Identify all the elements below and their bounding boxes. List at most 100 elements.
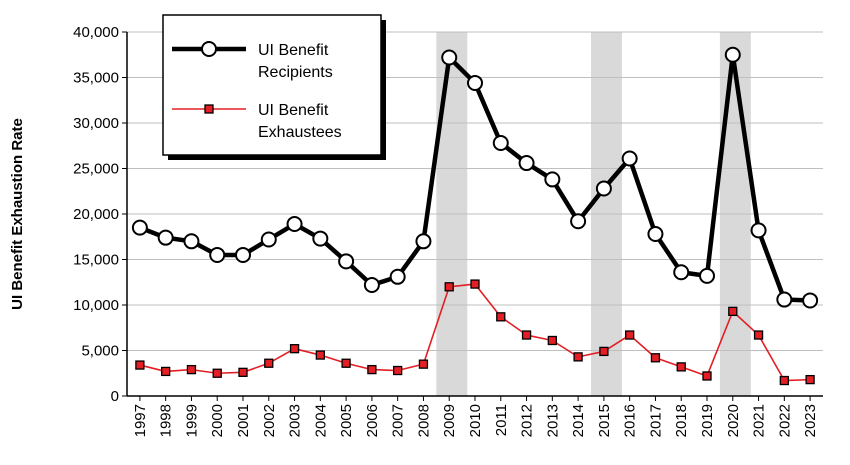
x-tick-label: 2004 [312, 404, 329, 437]
recipients-point-2015 [595, 180, 612, 197]
exhaustees-point-2015 [599, 346, 609, 357]
x-tick-label: 1999 [183, 404, 200, 437]
recipients-point-2004 [312, 230, 329, 247]
exhaustees-point-2022 [779, 375, 789, 386]
recipients-point-1999 [183, 233, 200, 250]
x-tick-label: 2010 [467, 404, 484, 437]
x-tick-label: 2015 [596, 404, 613, 437]
legend-recipients-label: UI Benefit [258, 42, 329, 59]
y-tick-label: 20,000 [73, 206, 119, 223]
recipients-point-2010 [467, 74, 483, 91]
x-tick-label: 2009 [441, 404, 458, 437]
recipients-point-2022 [776, 291, 793, 308]
exhaustees-point-2003 [289, 344, 300, 354]
recipients-point-2017 [647, 226, 664, 243]
x-tick-label: 2019 [699, 404, 716, 437]
recipients-point-1997 [131, 219, 148, 236]
y-tick-label: 35,000 [73, 70, 119, 87]
x-tick-label: 2013 [544, 404, 561, 437]
x-tick-label: 2008 [415, 404, 432, 437]
recipients-point-2013 [544, 171, 561, 188]
y-tick-label: 30,000 [73, 115, 119, 132]
recipients-point-2011 [492, 135, 509, 152]
legend: UI Benefit Recipients UI Benefit Exhaustees [162, 14, 386, 160]
exhaustees-point-2009 [444, 282, 454, 292]
exhaustees-point-2016 [625, 330, 635, 340]
series-line-exhaustees [139, 283, 811, 382]
y-tick-label: 0 [111, 388, 119, 405]
recipients-point-2020 [724, 46, 741, 63]
recipients-point-2005 [338, 253, 355, 270]
x-tick-label: 2022 [776, 404, 793, 437]
x-tick-label: 2011 [493, 404, 510, 436]
exhaustees-point-2000 [212, 368, 222, 378]
x-tick-label: 2023 [802, 404, 819, 437]
recipients-point-2003 [286, 216, 303, 233]
x-tick-label: 2001 [235, 404, 252, 437]
x-tick-label: 2020 [725, 404, 742, 437]
legend-recipients-label: Recipients [258, 64, 333, 81]
exhaustees-point-2021 [753, 330, 764, 340]
recipients-point-2016 [621, 150, 638, 167]
recipients-point-2001 [235, 246, 251, 263]
recipients-point-2014 [570, 213, 587, 230]
exhaustees-point-2007 [393, 365, 403, 376]
exhaustees-point-2010 [470, 279, 480, 289]
recipients-point-2007 [389, 268, 406, 285]
recipients-point-2000 [209, 246, 226, 263]
x-tick-label: 2021 [751, 404, 768, 437]
exhaustees-point-2018 [676, 362, 686, 372]
y-tick-label: 10,000 [73, 297, 119, 314]
axes: 0 5,000 10,000 15,000 20,000 25,000 30,000 35,0… [73, 24, 823, 437]
recipients-point-2012 [518, 155, 535, 172]
exhaustees-point-2020 [728, 306, 738, 317]
exhaustees-point-2013 [547, 335, 557, 346]
exhaustees-point-2012 [521, 330, 532, 340]
y-tick-label: 40,000 [73, 24, 119, 41]
legend-box [162, 14, 382, 156]
recipients-point-2021 [750, 222, 767, 239]
legend-exhaustees-marker [204, 104, 214, 114]
y-axis-label: UI Benefit Exhaustion Rate [9, 118, 26, 310]
exhaustees-point-2011 [496, 312, 506, 322]
exhaustees-point-1999 [186, 364, 197, 375]
exhaustees-point-1997 [135, 360, 145, 370]
recipients-point-2018 [673, 264, 690, 281]
x-tick-label: 2012 [519, 404, 536, 437]
recipients-point-2006 [363, 276, 380, 293]
x-tick-label: 2017 [647, 404, 664, 437]
exhaustees-point-2014 [573, 352, 583, 362]
exhaustees-point-2008 [418, 359, 429, 369]
exhaustees-point-2005 [341, 358, 351, 368]
x-tick-label: 2000 [209, 404, 226, 437]
exhaustees-point-2001 [238, 367, 248, 377]
exhaustees-point-2023 [805, 374, 815, 385]
legend-exhaustees-label: UI Benefit [258, 102, 329, 119]
exhaustees-point-2002 [264, 358, 274, 368]
x-tick-label: 2005 [338, 404, 355, 437]
x-tick-label: 1997 [132, 404, 149, 437]
recipients-point-2002 [260, 231, 277, 248]
x-tick-label: 1998 [158, 404, 175, 437]
x-tick-label: 2003 [287, 404, 304, 437]
legend-recipients-marker [201, 41, 217, 57]
y-tick-label: 25,000 [73, 161, 119, 178]
x-tick-label: 2014 [570, 404, 587, 437]
recipients-point-2019 [699, 267, 715, 284]
exhaustees-point-2004 [315, 350, 325, 360]
y-tick-label: 15,000 [73, 252, 119, 269]
exhaustees-point-2017 [650, 353, 661, 363]
x-tick-label: 2018 [673, 404, 690, 437]
recipients-point-2008 [415, 233, 432, 250]
x-tick-label: 2016 [622, 404, 639, 437]
x-tick-label: 2002 [261, 404, 278, 437]
x-tick-label: 2007 [390, 404, 407, 437]
y-tick-label: 5,000 [81, 343, 119, 360]
recipients-point-1998 [157, 229, 174, 246]
exhaustees-point-2006 [367, 364, 377, 375]
x-tick-label: 2006 [364, 404, 381, 437]
series [131, 46, 819, 386]
exhaustees-point-2019 [702, 371, 712, 381]
